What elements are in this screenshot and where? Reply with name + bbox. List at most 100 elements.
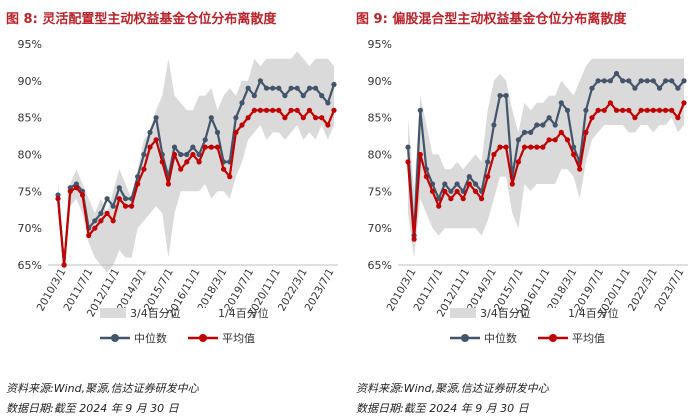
fig9-median-point: [595, 78, 601, 84]
fig9-median-point: [583, 107, 589, 113]
fig8-mean-point: [263, 107, 270, 113]
fig9-median-point: [607, 78, 613, 84]
fig9-mean-point: [417, 151, 423, 158]
fig8-median-point: [122, 196, 129, 202]
fig9-mean-point: [571, 151, 577, 158]
fig9-median-point: [405, 144, 411, 150]
fig9-mean-point: [620, 107, 626, 113]
fig9-mean-point: [442, 188, 448, 194]
fig8-median-point: [313, 85, 319, 91]
fig9-mean-point: [583, 129, 589, 135]
fig9-median-point: [534, 122, 540, 128]
fig9-median-point: [442, 181, 448, 187]
fig8-mean-point: [86, 232, 92, 239]
fig9-mean-point: [466, 181, 472, 187]
fig8-mean-point: [245, 115, 251, 121]
figure-8: 图 8: 灵活配置型主动权益基金仓位分布离散度 65% 70% 75% 80% 85% 9…: [6, 8, 338, 415]
fig9-mean-point: [663, 107, 669, 113]
fig8-median-point: [270, 85, 276, 91]
fig9-median-point: [503, 93, 509, 99]
fig8-mean-point: [178, 166, 184, 172]
fig9-median-point: [644, 78, 650, 84]
fig8-y-tick-label: 70%: [18, 222, 42, 235]
fig8-median-point: [288, 85, 294, 91]
fig8-median-point: [325, 100, 331, 106]
fig9-median-point: [626, 78, 632, 84]
fig9-mean-point: [558, 129, 564, 135]
fig9-legend-q3-label: 3/4百分位: [480, 306, 531, 320]
fig8-mean-point: [184, 159, 190, 165]
fig9-legend-median-label: 中位数: [484, 331, 517, 345]
fig8-mean-point: [92, 225, 98, 231]
fig9-mean-point: [497, 144, 503, 150]
fig8-legend-q1-swatch: [190, 308, 216, 318]
fig9-legend-median-marker: [461, 334, 469, 342]
fig9-median-point: [675, 85, 681, 91]
fig9-mean-point: [546, 137, 552, 143]
fig8-mean-point: [270, 107, 276, 113]
figure-8-date: 数据日期:截至 2024 年 9 月 30 日: [6, 402, 179, 415]
fig9-legend-q1-swatch: [540, 308, 566, 318]
fig8-median-point: [239, 100, 245, 106]
fig8-median-point: [251, 93, 257, 99]
fig8-mean-point: [257, 107, 263, 113]
fig8-mean-point: [110, 218, 116, 224]
fig9-median-point: [485, 159, 491, 165]
fig9-mean-point: [638, 107, 644, 113]
fig8-median-point: [257, 78, 263, 84]
fig8-median-point: [263, 85, 270, 91]
fig8-mean-point: [55, 196, 61, 202]
fig9-y-tick-label: 85%: [368, 112, 392, 125]
fig9-median-point: [669, 78, 675, 84]
fig8-mean-point: [300, 115, 306, 121]
figure-9-source: 资料来源:Wind,聚源,信达证券研发中心: [356, 382, 549, 395]
fig8-median-point: [116, 185, 122, 191]
fig8-median-point: [245, 85, 251, 91]
fig8-y-tick-label: 80%: [18, 149, 42, 162]
fig8-mean-point: [104, 210, 110, 216]
figure-8-title-text: 灵活配置型主动权益基金仓位分布离散度: [42, 12, 277, 27]
fig9-mean-point: [479, 196, 485, 202]
fig8-median-point: [202, 137, 208, 143]
fig8-median-point: [147, 129, 153, 135]
fig9-mean-point: [472, 188, 479, 194]
fig8-mean-point: [141, 166, 147, 172]
figure-9-date: 数据日期:截至 2024 年 9 月 30 日: [356, 402, 529, 415]
fig9-mean-point: [632, 115, 638, 121]
fig9-y-tick-label: 75%: [368, 185, 392, 198]
fig8-mean-point: [282, 115, 288, 121]
fig9-y-tick-label: 95%: [368, 38, 392, 51]
fig9-mean-point: [503, 144, 509, 150]
fig8-mean-point: [98, 218, 104, 224]
fig8-y-tick-label: 85%: [18, 112, 42, 125]
fig8-median-line: [56, 79, 336, 267]
fig9-mean-point: [613, 107, 620, 113]
figure-8-source: 资料来源:Wind,聚源,信达证券研发中心: [6, 382, 199, 395]
fig8-median-point: [184, 151, 190, 158]
fig9-median-point: [528, 129, 534, 135]
fig9-mean-point: [448, 196, 454, 202]
fig9-mean-point: [491, 151, 497, 158]
fig9-quartile-band: [408, 58, 684, 258]
fig9-median-point: [491, 122, 497, 128]
fig9-mean-point: [509, 181, 515, 187]
fig9-mean-point: [589, 115, 595, 121]
fig8-median-point: [171, 144, 178, 150]
fig8-median-point: [141, 151, 147, 158]
fig8-median-point: [67, 185, 73, 191]
fig8-legend-q1-label: 1/4百分位: [218, 306, 269, 320]
fig8-mean-point: [331, 107, 337, 113]
fig9-median-point: [601, 78, 607, 84]
fig8-median-point: [178, 151, 184, 158]
fig9-median-point: [521, 129, 528, 135]
figure-8-title: 图 8: 灵活配置型主动权益基金仓位分布离散度: [6, 8, 276, 27]
figure-9-chart: 65%70%75%80%85%90%95%2010/3/12011/7/1201…: [368, 38, 688, 345]
fig8-median-point: [294, 85, 300, 91]
fig9-mean-point: [429, 188, 436, 194]
fig8-y-tick-label: 95%: [18, 38, 42, 51]
fig8-mean-point: [147, 144, 153, 150]
fig9-mean-point: [528, 144, 534, 150]
fig9-y-tick-label: 80%: [368, 149, 392, 162]
fig9-median-point: [472, 181, 479, 187]
fig9-median-point: [497, 93, 503, 99]
